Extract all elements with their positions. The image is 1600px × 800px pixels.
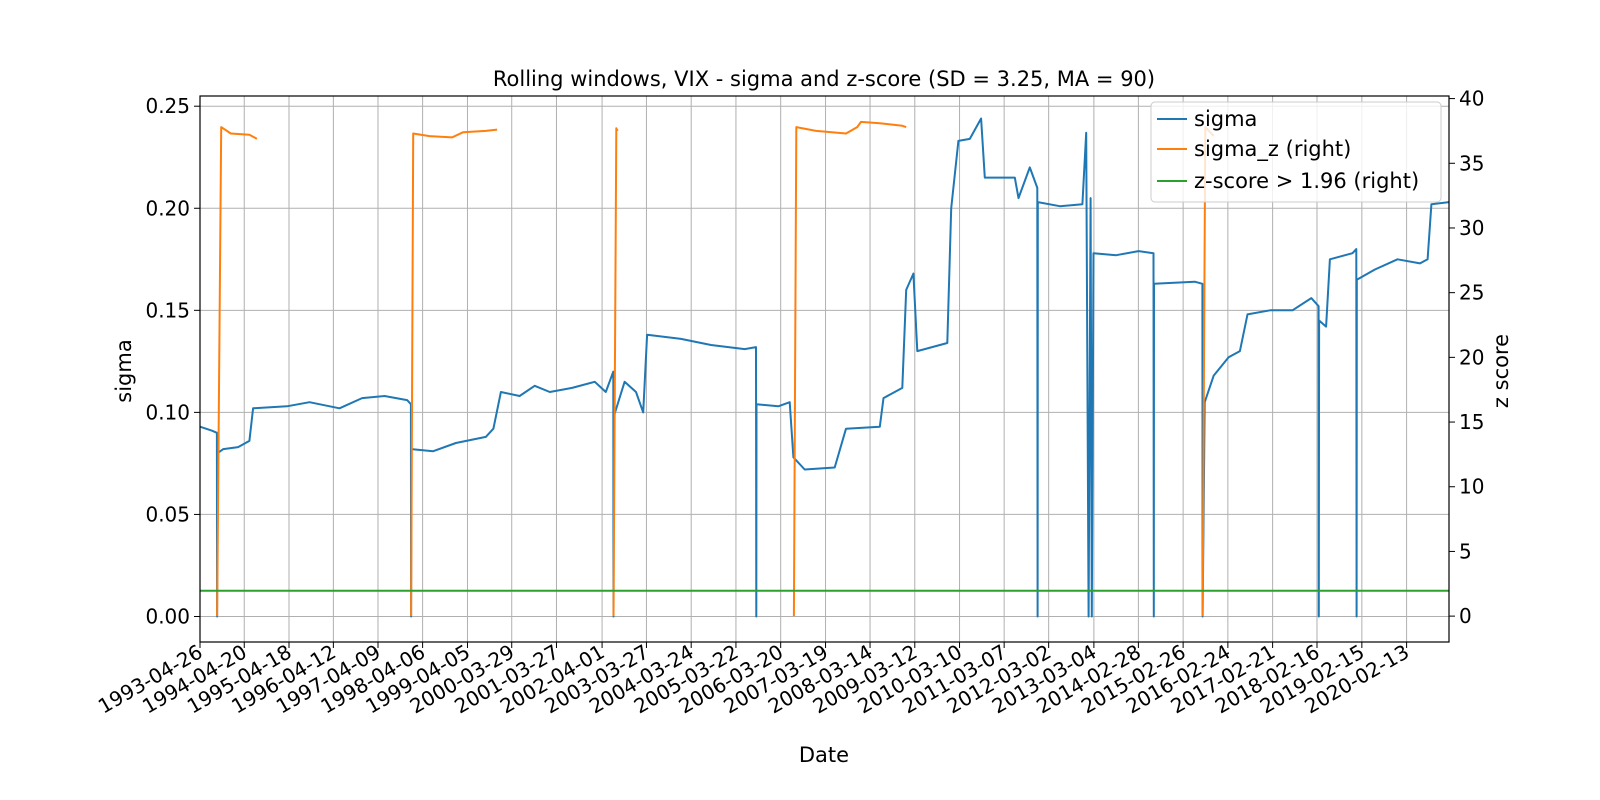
grid <box>199 96 1449 642</box>
series-line-sigma-z-right <box>612 127 619 617</box>
y2-tick-label: 15 <box>1459 410 1484 434</box>
x-axis: 1993-04-261994-04-201995-04-181996-04-12… <box>94 640 1413 719</box>
y2-axis-label: z score <box>1489 334 1513 408</box>
y2-tick-label: 40 <box>1459 87 1484 111</box>
y-tick-label: 0.25 <box>145 94 190 118</box>
y2-tick-label: 5 <box>1459 539 1472 563</box>
y-axis-right: 0 5 10 15 20 25 30 35 40 <box>1449 87 1484 628</box>
y-tick-label: 0.10 <box>145 400 190 424</box>
y2-tick-label: 35 <box>1459 151 1484 175</box>
x-axis-label: Date <box>799 743 849 767</box>
legend-label-sigma: sigma <box>1194 107 1257 131</box>
y2-tick-label: 10 <box>1459 475 1484 499</box>
y2-tick-label: 25 <box>1459 281 1484 305</box>
y-tick-label: 0.00 <box>145 604 190 628</box>
y-tick-label: 0.15 <box>145 298 190 322</box>
y2-tick-label: 30 <box>1459 216 1484 240</box>
axes-frame <box>199 95 1450 643</box>
y-axis-label: sigma <box>112 339 136 402</box>
y2-tick-label: 0 <box>1459 604 1472 628</box>
legend-box <box>1150 101 1442 203</box>
y2-tick-label: 20 <box>1459 345 1484 369</box>
legend-label-sigma-z: sigma_z (right) <box>1194 137 1351 162</box>
y-tick-label: 0.20 <box>145 196 190 220</box>
chart-title: Rolling windows, VIX - sigma and z-score… <box>493 67 1155 91</box>
y-tick-label: 0.05 <box>145 502 190 526</box>
legend: sigma sigma_z (right) z-score > 1.96 (ri… <box>1150 101 1442 203</box>
series-line-sigma-z-right <box>792 120 907 617</box>
legend-label-threshold: z-score > 1.96 (right) <box>1194 169 1419 193</box>
series-line-sigma <box>199 117 1450 618</box>
y-axis-left: 0.00 0.05 0.10 0.15 0.20 0.25 <box>145 94 200 628</box>
series-line-sigma-z-right <box>216 126 258 617</box>
series-line-sigma-z-right <box>410 128 498 617</box>
